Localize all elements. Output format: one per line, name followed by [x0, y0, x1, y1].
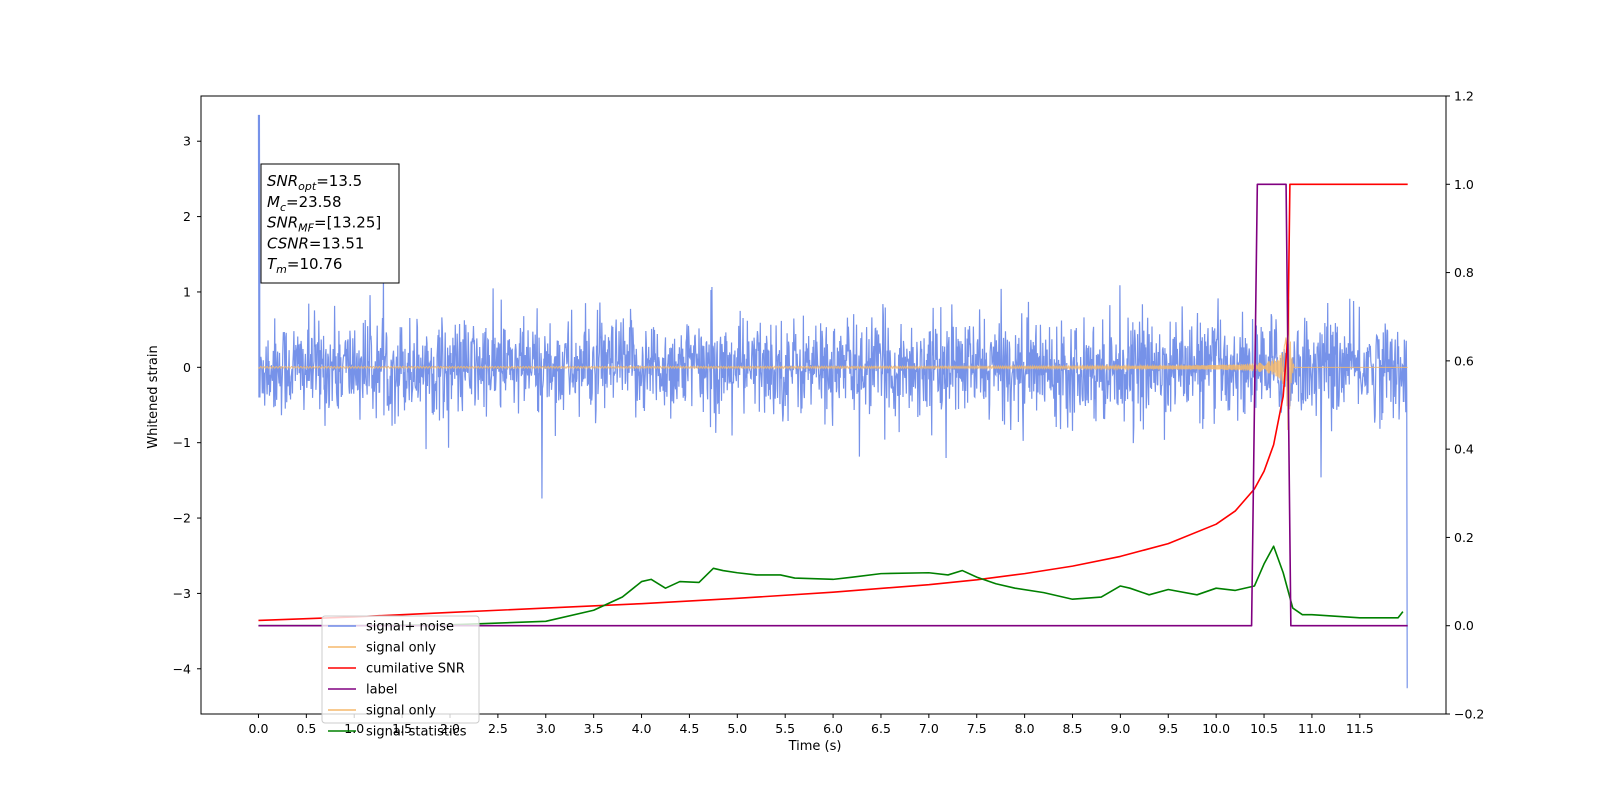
- x-tick-label: 8.5: [1063, 721, 1083, 736]
- series-cumilative-SNR: [258, 183, 1408, 622]
- y-right-tick-label: −0.2: [1454, 707, 1484, 722]
- x-tick-label: 9.5: [1158, 721, 1178, 736]
- y-tick-label: −1: [173, 435, 191, 450]
- x-tick-label: 3.0: [536, 721, 556, 736]
- y-tick-label: 1: [183, 284, 191, 299]
- x-tick-label: 7.5: [967, 721, 987, 736]
- plot-area: [257, 114, 1408, 689]
- x-tick-label: 0.5: [296, 721, 316, 736]
- annotation-line: SNRopt=13.5: [267, 172, 362, 193]
- legend: signal+ noise signal only cumilative SNR la…: [321, 615, 480, 740]
- legend-frame: [321, 615, 480, 724]
- legend-label: label: [366, 683, 397, 698]
- legend-label: signal only: [366, 704, 436, 719]
- x-tick-label: 9.0: [1110, 721, 1130, 736]
- series-line: [258, 545, 1404, 627]
- x-tick-label: 2.5: [488, 721, 508, 736]
- x-tick-label: 4.0: [632, 721, 652, 736]
- plot-clip-group: [257, 114, 1408, 689]
- annotation-box: SNRopt=13.5Mc=23.58SNRMF=[13.25]CSNR=13.…: [260, 163, 400, 284]
- legend-label: signal+ noise: [366, 620, 454, 635]
- legend-label: signal statistics: [366, 725, 467, 740]
- legend-label: signal only: [366, 641, 436, 656]
- y-tick-label: −4: [173, 661, 191, 676]
- legend-label: cumilative SNR: [366, 662, 465, 677]
- x-tick-label: 2.0: [440, 721, 460, 736]
- x-tick-label: 3.5: [584, 721, 604, 736]
- annotation-line: CSNR=13.51: [267, 234, 364, 252]
- y-tick-label: 3: [183, 134, 191, 149]
- x-tick-label: 0.0: [249, 721, 269, 736]
- x-tick-label: 6.5: [871, 721, 891, 736]
- x-tick-label: 1.5: [392, 721, 412, 736]
- series-line: [258, 183, 1408, 622]
- series-signal-noise: [257, 114, 1408, 689]
- y-right-tick-label: 0.8: [1454, 265, 1474, 280]
- annotation-line: SNRMF=[13.25]: [267, 214, 381, 235]
- y-right-tick-label: 0.0: [1454, 618, 1474, 633]
- axes: 0.0 0.5 1.0 1.5 2.0 2.5 3.0 3.5 4.0 4.5 5.0 5.5 6.0 6…: [173, 89, 1485, 737]
- axes-frame: [200, 95, 1447, 715]
- y-tick-label: 0: [183, 360, 191, 375]
- x-tick-label: 10.0: [1202, 721, 1230, 736]
- x-tick-label: 5.5: [775, 721, 795, 736]
- x-tick-label: 6.0: [823, 721, 843, 736]
- y-axis-label: Whitened strain: [146, 345, 161, 448]
- y-right-tick-label: 0.6: [1454, 353, 1474, 368]
- annotation-frame: [260, 163, 400, 284]
- series-label: [258, 183, 1408, 627]
- x-tick-label: 4.5: [679, 721, 699, 736]
- x-tick-label: 5.0: [727, 721, 747, 736]
- x-tick-label: 11.5: [1346, 721, 1374, 736]
- x-tick-label: 8.0: [1015, 721, 1035, 736]
- x-tick-label: 7.0: [919, 721, 939, 736]
- y-right-tick-label: 1.0: [1454, 177, 1474, 192]
- y-tick-label: 2: [183, 209, 191, 224]
- series-signal-only: [258, 299, 1408, 430]
- y-tick-label: −2: [173, 511, 191, 526]
- x-tick-label: 1.0: [344, 721, 364, 736]
- x-tick-label: 10.5: [1250, 721, 1278, 736]
- y-tick-label: −3: [173, 586, 191, 601]
- annotation-line: Mc=23.58: [267, 193, 342, 214]
- y-right-tick-label: 0.4: [1454, 442, 1474, 457]
- series-line: [258, 183, 1408, 627]
- x-axis-label: Time (s): [788, 739, 842, 754]
- x-tick-label: 11.0: [1298, 721, 1326, 736]
- annotation-line: Tm=10.76: [267, 255, 342, 276]
- y-right-tick-label: 0.2: [1454, 530, 1474, 545]
- y-right-tick-label: 1.2: [1454, 89, 1474, 104]
